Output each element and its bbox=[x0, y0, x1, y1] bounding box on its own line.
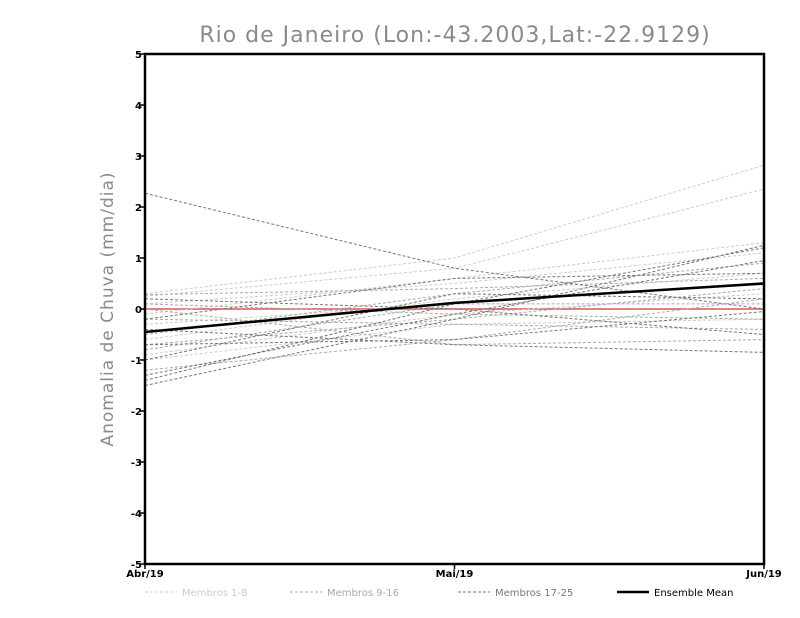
y-tick-label: -2 bbox=[131, 407, 142, 418]
legend-label: Membros 1-8 bbox=[182, 588, 248, 599]
y-tick-label: -1 bbox=[131, 356, 142, 367]
member-line-m25 bbox=[144, 293, 765, 361]
member-line-m11 bbox=[144, 318, 765, 330]
legend-label: Membros 9-16 bbox=[327, 588, 399, 599]
legend-label: Membros 17-25 bbox=[495, 588, 573, 599]
axis-layer: -5 -4 -3 -2 -1 0 1 2 3 4 5 Abr/19 Mai/19 Jun/19 bbox=[126, 50, 782, 580]
y-tick-label: -3 bbox=[131, 458, 142, 469]
x-tick-label: Mai/19 bbox=[436, 569, 474, 580]
x-tick-label: Abr/19 bbox=[126, 569, 163, 580]
legend-label: Ensemble Mean bbox=[654, 588, 733, 599]
member-line-m9 bbox=[144, 277, 765, 296]
y-tick-label: -4 bbox=[131, 509, 142, 520]
member-line-m10 bbox=[144, 303, 765, 320]
ensemble-mean-line bbox=[144, 282, 765, 334]
legend: Membros 1-8 Membros 9-16 Membros 17-25 Ense… bbox=[145, 588, 733, 599]
member-line-m23 bbox=[144, 298, 765, 335]
member-line-m22 bbox=[144, 272, 765, 320]
y-tick-label: -5 bbox=[131, 560, 142, 571]
member-line-m24 bbox=[144, 311, 765, 346]
y-tick-label: 3 bbox=[135, 152, 142, 163]
series-layer bbox=[144, 164, 765, 386]
member-line-m7 bbox=[144, 252, 765, 305]
y-tick-label: 1 bbox=[135, 254, 142, 265]
y-tick-label: 5 bbox=[135, 50, 142, 61]
y-tick-label: 2 bbox=[135, 203, 142, 214]
y-tick-label: 0 bbox=[135, 305, 142, 316]
member-line-m1 bbox=[144, 164, 765, 295]
member-line-m21 bbox=[144, 328, 765, 353]
member-line-m15 bbox=[144, 308, 765, 346]
member-line-m2 bbox=[144, 188, 765, 297]
chart-title: Rio de Janeiro (Lon:-43.2003,Lat:-22.912… bbox=[199, 23, 710, 48]
member-line-m17 bbox=[144, 192, 765, 310]
y-axis-label: Anomalia de Chuva (mm/dia) bbox=[98, 171, 118, 446]
member-line-m18 bbox=[144, 244, 765, 386]
member-line-m13 bbox=[144, 298, 765, 371]
member-line-m20 bbox=[144, 260, 765, 376]
x-tick-label: Jun/19 bbox=[745, 569, 782, 580]
member-line-m4 bbox=[144, 272, 765, 341]
y-tick-label: 4 bbox=[135, 101, 142, 112]
